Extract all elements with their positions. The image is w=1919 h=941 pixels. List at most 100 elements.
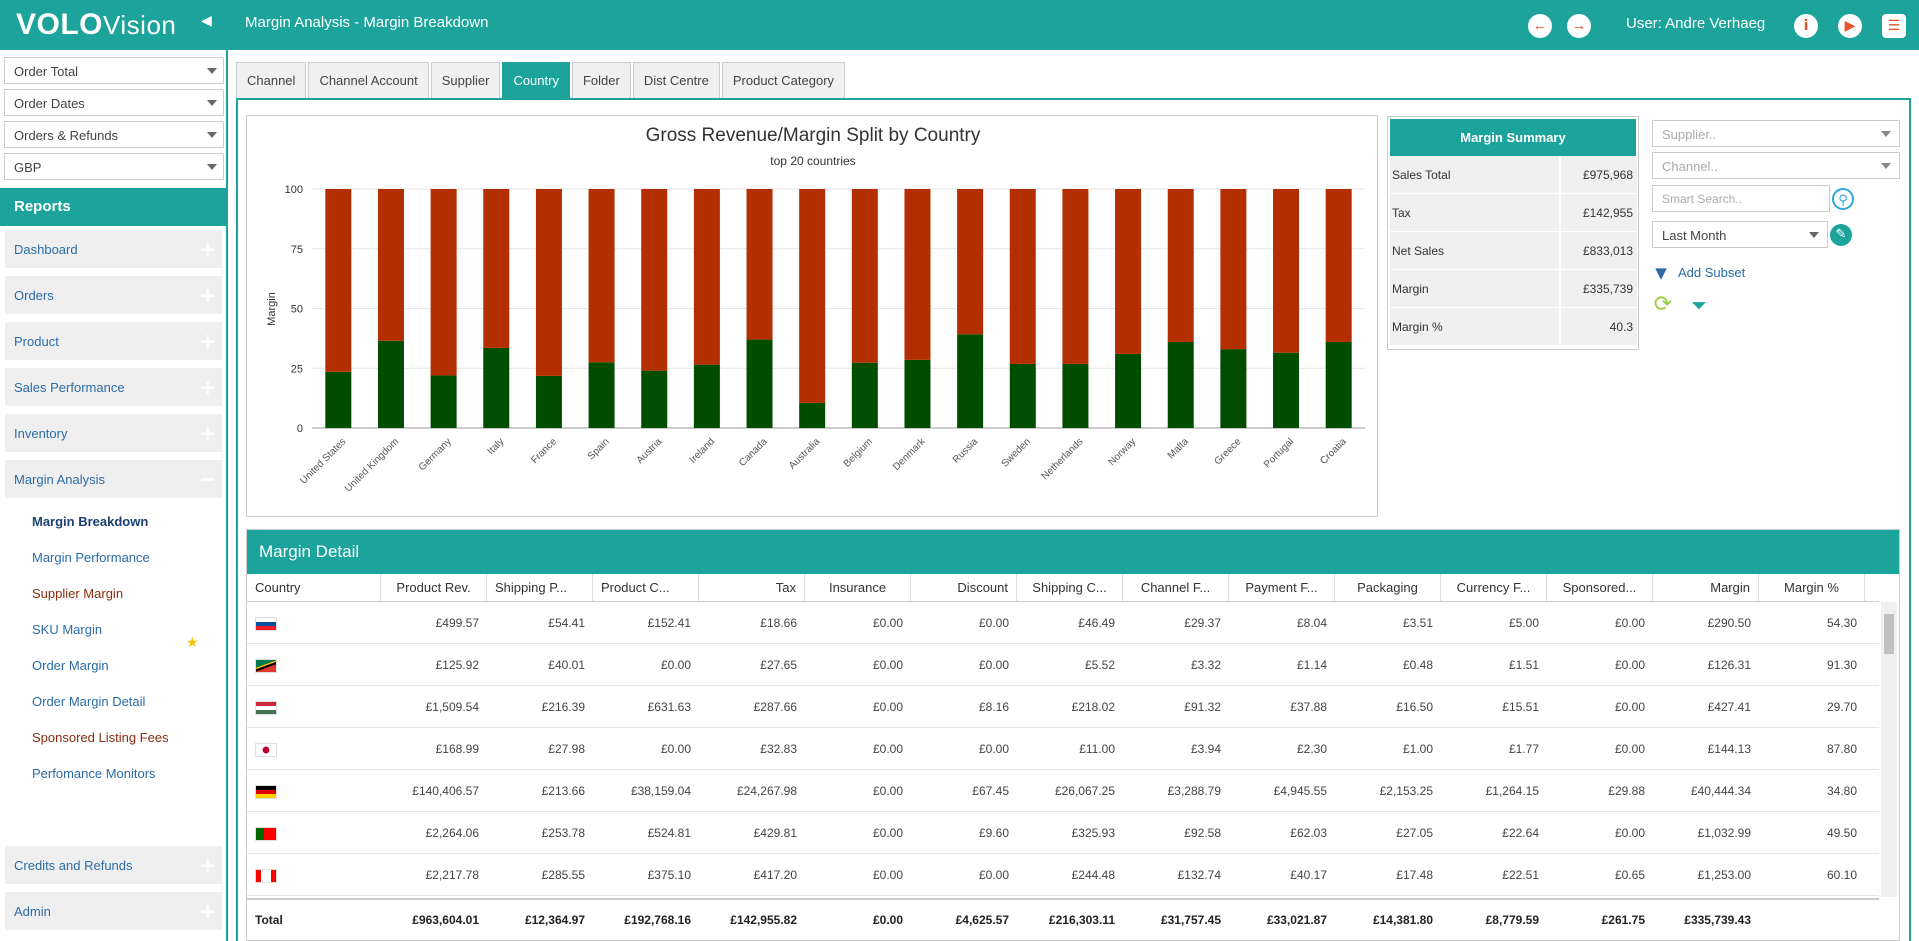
menu-credits-refunds[interactable]: Credits and Refunds + — [5, 846, 222, 884]
order-type-select[interactable]: Orders & Refunds — [4, 121, 224, 148]
grid-scrollbar[interactable] — [1881, 602, 1897, 897]
bar-segment[interactable] — [377, 340, 404, 428]
supplier-select[interactable]: Supplier.. — [1652, 120, 1900, 147]
column-header[interactable]: Discount — [911, 574, 1017, 601]
bar-segment[interactable] — [746, 339, 773, 428]
column-header[interactable]: Sponsored... — [1547, 574, 1653, 601]
menu-admin[interactable]: Admin + — [5, 892, 222, 930]
menu-margin-analysis[interactable]: Margin Analysis − — [5, 460, 222, 498]
sub-margin-breakdown[interactable]: Margin Breakdown — [32, 514, 149, 529]
tab-channel[interactable]: Channel — [236, 62, 307, 98]
currency-select[interactable]: GBP — [4, 153, 224, 180]
date-type-select[interactable]: Order Dates — [4, 89, 224, 116]
search-icon[interactable]: ⚲ — [1832, 188, 1854, 210]
table-row[interactable]: £2,264.06 £253.78 £524.81 £429.81 £0.00 £9.60… — [247, 812, 1879, 854]
sub-supplier-margin[interactable]: Supplier Margin — [32, 586, 124, 601]
bar-segment[interactable] — [799, 402, 826, 428]
info-icon[interactable]: i — [1794, 14, 1818, 38]
column-header[interactable]: Tax — [699, 574, 805, 601]
tab-supplier[interactable]: Supplier — [430, 62, 501, 98]
column-header[interactable]: Product Rev. — [381, 574, 487, 601]
bar-segment[interactable] — [1325, 341, 1352, 428]
column-header[interactable]: Channel F... — [1123, 574, 1229, 601]
column-header[interactable]: Payment F... — [1229, 574, 1335, 601]
tab-dist-centre[interactable]: Dist Centre — [632, 62, 720, 98]
bar-segment[interactable] — [483, 347, 510, 428]
add-filter-icon[interactable]: ▼ — [1655, 264, 1667, 282]
bar-segment[interactable] — [693, 189, 720, 365]
column-header[interactable]: Margin % — [1759, 574, 1865, 601]
back-arrow-icon[interactable]: ← — [1528, 14, 1552, 38]
bar-segment[interactable] — [1009, 363, 1036, 428]
sub-sku-margin[interactable]: SKU Margin — [32, 622, 103, 637]
favorite-star-icon[interactable]: ★ — [186, 635, 199, 651]
forward-arrow-icon[interactable]: → — [1567, 14, 1591, 38]
column-header[interactable]: Packaging — [1335, 574, 1441, 601]
bar-segment[interactable] — [1167, 189, 1194, 342]
tab-product-category[interactable]: Product Category — [721, 62, 846, 98]
bar-segment[interactable] — [1009, 189, 1036, 364]
column-header[interactable]: Shipping C... — [1017, 574, 1123, 601]
bar-segment[interactable] — [641, 189, 668, 371]
bar-segment[interactable] — [588, 189, 615, 363]
period-select[interactable]: Last Month — [1652, 221, 1828, 248]
bar-segment[interactable] — [1273, 189, 1300, 353]
menu-sales-performance[interactable]: Sales Performance + — [5, 368, 222, 406]
sub-performance-monitors[interactable]: Perfomance Monitors — [32, 766, 156, 781]
table-row[interactable]: £168.99 £27.98 £0.00 £32.83 £0.00 £0.00 £11.00… — [247, 728, 1879, 770]
tab-folder[interactable]: Folder — [571, 62, 631, 98]
play-icon[interactable]: ▶ — [1838, 14, 1862, 38]
bar-segment[interactable] — [535, 375, 562, 428]
tab-country[interactable]: Country — [502, 62, 570, 98]
column-header[interactable]: Country — [247, 574, 381, 601]
smart-search-input[interactable]: Smart Search.. — [1652, 185, 1830, 212]
menu-product[interactable]: Product + — [5, 322, 222, 360]
bar-segment[interactable] — [325, 189, 352, 372]
table-row[interactable]: £2,217.78 £285.55 £375.10 £417.20 £0.00 £0.00… — [247, 854, 1879, 896]
bar-segment[interactable] — [535, 189, 562, 376]
refresh-icon[interactable]: ⟳ — [1653, 292, 1673, 317]
edit-pencil-icon[interactable]: ✎ — [1830, 224, 1852, 246]
tab-channel-account[interactable]: Channel Account — [308, 62, 429, 98]
menu-orders[interactable]: Orders + — [5, 276, 222, 314]
column-header[interactable]: Insurance — [805, 574, 911, 601]
bar-segment[interactable] — [1062, 189, 1089, 364]
menu-inventory[interactable]: Inventory + — [5, 414, 222, 452]
bar-segment[interactable] — [904, 359, 931, 428]
sub-order-margin-detail[interactable]: Order Margin Detail — [32, 694, 146, 709]
bar-segment[interactable] — [1115, 353, 1142, 428]
sub-sponsored-listing-fees[interactable]: Sponsored Listing Fees — [32, 730, 169, 745]
bar-segment[interactable] — [325, 371, 352, 428]
measure-select[interactable]: Order Total — [4, 57, 224, 84]
sub-margin-performance[interactable]: Margin Performance — [32, 550, 150, 565]
table-row[interactable]: £499.57 £54.41 £152.41 £18.66 £0.00 £0.00 £46.… — [247, 602, 1879, 644]
bar-segment[interactable] — [1115, 189, 1142, 354]
bar-segment[interactable] — [377, 189, 404, 341]
bar-segment[interactable] — [851, 362, 878, 428]
collapse-sidebar-icon[interactable]: ◀ — [201, 12, 212, 28]
bar-segment[interactable] — [746, 189, 773, 340]
bar-segment[interactable] — [588, 362, 615, 428]
list-menu-icon[interactable]: ☰ — [1882, 14, 1906, 38]
table-row[interactable]: £1,509.54 £216.39 £631.63 £287.66 £0.00 £8.16… — [247, 686, 1879, 728]
table-row[interactable]: £125.92 £40.01 £0.00 £27.65 £0.00 £0.00 £5.52 £… — [247, 644, 1879, 686]
bar-segment[interactable] — [904, 189, 931, 360]
bar-segment[interactable] — [851, 189, 878, 363]
bar-segment[interactable] — [1220, 349, 1247, 428]
bar-segment[interactable] — [799, 189, 826, 403]
bar-segment[interactable] — [1220, 189, 1247, 350]
bar-segment[interactable] — [1273, 352, 1300, 428]
bar-segment[interactable] — [483, 189, 510, 348]
channel-select[interactable]: Channel.. — [1652, 152, 1900, 179]
bar-segment[interactable] — [957, 334, 984, 428]
sub-order-margin[interactable]: Order Margin — [32, 658, 109, 673]
bar-segment[interactable] — [430, 189, 457, 376]
bar-segment[interactable] — [1062, 363, 1089, 428]
column-header[interactable]: Currency F... — [1441, 574, 1547, 601]
funnel-add-icon[interactable]: ⏷ — [1691, 293, 1707, 317]
bar-segment[interactable] — [430, 375, 457, 428]
add-subset-link[interactable]: Add Subset — [1678, 265, 1746, 280]
bar-segment[interactable] — [1325, 189, 1352, 342]
column-header[interactable]: Product C... — [593, 574, 699, 601]
bar-segment[interactable] — [1167, 341, 1194, 428]
